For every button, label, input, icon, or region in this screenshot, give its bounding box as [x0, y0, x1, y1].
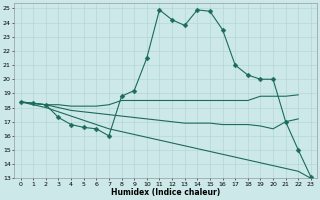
X-axis label: Humidex (Indice chaleur): Humidex (Indice chaleur) [111, 188, 220, 197]
